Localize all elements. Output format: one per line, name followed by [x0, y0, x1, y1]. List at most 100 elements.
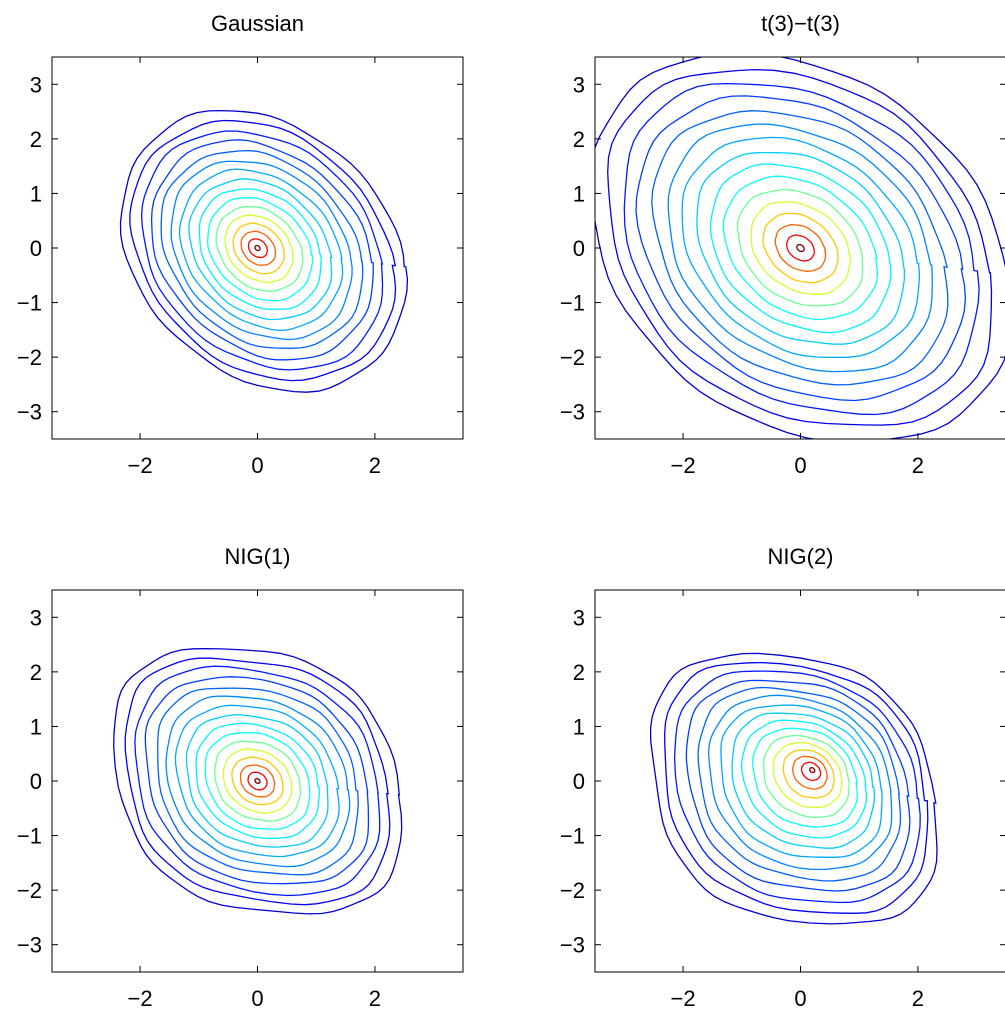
contour-level-2	[664, 661, 929, 914]
contour-level-11	[214, 740, 302, 822]
contour-level-6	[170, 160, 353, 341]
x-tick-label: −2	[128, 986, 153, 1011]
panel-title: NIG(2)	[768, 544, 834, 569]
x-tick-label: 2	[912, 453, 924, 478]
contour-level-7	[720, 704, 883, 858]
panel-3: −2 0 2 −3 −2 −1 0 1 2 3 NIG(1)	[17, 544, 464, 1011]
x-tick-label: −2	[671, 986, 696, 1011]
contour-level-16	[809, 767, 816, 774]
contour-level-4	[144, 676, 370, 885]
panel-title: Gaussian	[211, 11, 304, 36]
x-tick-label: 0	[794, 453, 806, 478]
contour-level-14	[240, 230, 277, 266]
contour-level-1	[113, 648, 403, 915]
y-tick-label: 0	[30, 236, 42, 261]
contour-level-9	[740, 719, 868, 839]
contour-level-4	[635, 95, 967, 402]
contour-level-16	[796, 243, 805, 253]
contour-level-1	[649, 652, 938, 925]
contour-lines	[119, 109, 409, 393]
contour-level-11	[736, 188, 864, 307]
x-tick-label: 2	[912, 986, 924, 1011]
y-tick-label: 3	[573, 72, 585, 97]
contour-level-4	[150, 139, 374, 361]
y-tick-label: 3	[30, 72, 42, 97]
panel-title: NIG(1)	[225, 544, 291, 569]
x-tick-label: 2	[369, 453, 381, 478]
contour-level-16	[254, 778, 261, 784]
contour-level-9	[195, 722, 320, 839]
contour-level-6	[707, 694, 893, 871]
y-tick-label: −1	[560, 824, 585, 849]
contour-level-15	[247, 238, 268, 259]
contour-level-10	[204, 731, 311, 830]
y-tick-label: −1	[17, 824, 42, 849]
axes-box	[51, 589, 464, 973]
y-tick-label: 3	[573, 605, 585, 630]
panel-4: −2 0 2 −3 −2 −1 0 1 2 3 NIG(2)	[560, 544, 1005, 1011]
y-tick-label: −1	[17, 291, 42, 316]
y-tick-label: −2	[17, 878, 42, 903]
contour-level-15	[247, 771, 268, 791]
contour-level-6	[165, 695, 351, 868]
contour-level-11	[215, 206, 304, 292]
y-tick-label: −2	[560, 878, 585, 903]
contour-level-12	[222, 748, 293, 814]
contour-level-10	[752, 727, 859, 828]
contour-level-16	[254, 244, 261, 252]
contour-level-8	[731, 712, 876, 849]
panel-title: t(3)−t(3)	[761, 11, 840, 36]
y-tick-label: −1	[560, 291, 585, 316]
y-tick-label: −3	[17, 933, 42, 958]
contour-lines	[113, 648, 403, 915]
contour-level-12	[772, 742, 843, 808]
contour-level-12	[224, 214, 294, 284]
y-tick-label: 1	[573, 714, 585, 739]
contour-level-4	[685, 679, 911, 892]
contour-level-7	[174, 704, 340, 858]
contour-level-15	[786, 234, 815, 262]
y-tick-label: −3	[17, 400, 42, 425]
contour-lines	[649, 652, 938, 925]
y-tick-label: 1	[573, 181, 585, 206]
contour-level-2	[124, 657, 391, 906]
contour-level-13	[782, 749, 835, 799]
y-tick-label: −3	[560, 933, 585, 958]
contour-level-8	[185, 714, 329, 848]
contour-level-14	[774, 224, 827, 272]
x-tick-label: 0	[251, 986, 263, 1011]
y-tick-label: 0	[30, 769, 42, 794]
y-tick-label: 2	[30, 127, 42, 152]
contour-level-10	[207, 197, 314, 302]
contour-level-7	[681, 136, 921, 359]
axes-box	[594, 56, 1005, 440]
contour-level-6	[667, 123, 933, 373]
contour-level-3	[673, 670, 921, 904]
contour-level-15	[800, 761, 822, 782]
contour-level-9	[709, 163, 892, 334]
y-tick-label: 0	[573, 769, 585, 794]
y-tick-label: 1	[30, 181, 42, 206]
x-tick-label: −2	[671, 453, 696, 478]
y-tick-label: 0	[573, 236, 585, 261]
contour-level-13	[232, 222, 285, 275]
contour-level-7	[178, 168, 344, 332]
contour-level-10	[722, 175, 878, 321]
panel-1: −2 0 2 −3 −2 −1 0 1 2 3 Gaussian	[17, 11, 464, 478]
panel-2: −2 0 2 −3 −2 −1 0 1 2 3 t(3)−t(3)	[560, 11, 1005, 478]
contour-level-8	[188, 178, 333, 321]
contour-level-8	[696, 151, 906, 345]
contour-level-5	[160, 149, 364, 349]
contour-level-1	[119, 109, 409, 393]
contour-level-5	[651, 110, 949, 386]
contour-level-2	[607, 68, 993, 426]
contour-level-3	[134, 665, 381, 897]
x-tick-label: 0	[251, 453, 263, 478]
contour-lines	[595, 57, 1005, 439]
contour-level-1	[595, 57, 1005, 439]
contour-level-13	[762, 212, 839, 284]
x-tick-label: 0	[794, 986, 806, 1011]
y-tick-label: −2	[17, 345, 42, 370]
y-tick-label: −2	[560, 345, 585, 370]
